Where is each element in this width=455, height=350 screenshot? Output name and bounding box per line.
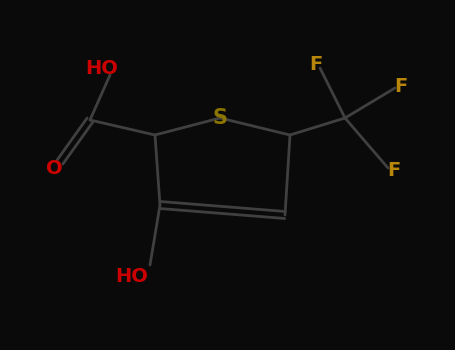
Text: F: F	[387, 161, 400, 180]
Text: HO: HO	[86, 60, 118, 78]
Text: F: F	[309, 56, 323, 75]
Text: S: S	[212, 108, 228, 128]
Text: HO: HO	[116, 267, 148, 287]
Text: F: F	[394, 77, 408, 96]
Text: O: O	[46, 159, 62, 177]
